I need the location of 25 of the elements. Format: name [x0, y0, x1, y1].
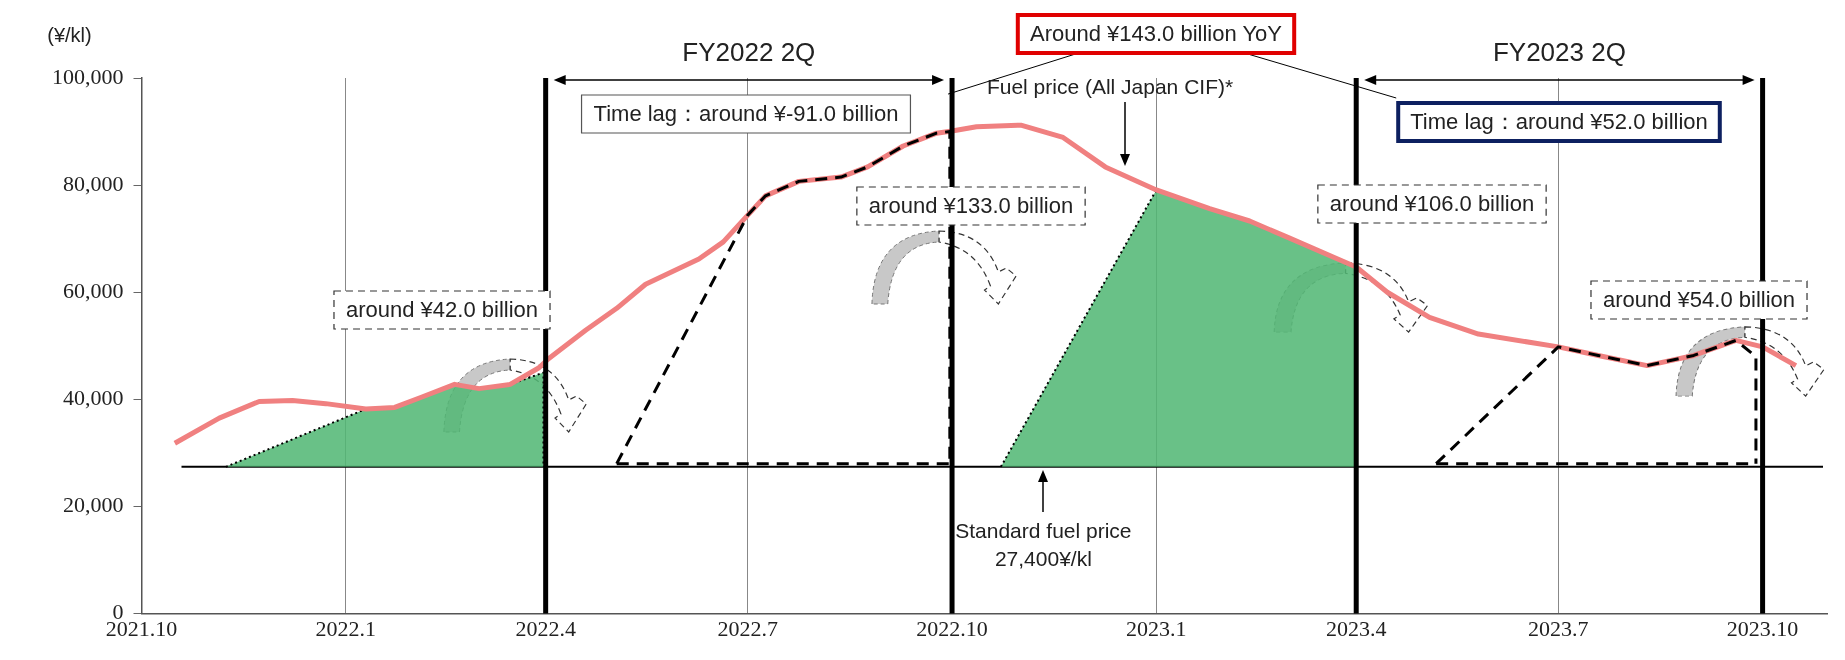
x-tick-label: 2023.4	[1325, 615, 1387, 641]
y-tick-label: 40,000	[63, 385, 124, 411]
annotation: Time lag：around ¥52.0 billion	[1410, 109, 1708, 135]
annotation: around ¥106.0 billion	[1329, 191, 1535, 217]
x-tick-label: 2022.4	[515, 615, 576, 641]
x-tick-label: 2023.10	[1726, 615, 1799, 641]
x-tick-label: 2022.10	[916, 615, 988, 641]
y-axis-title: (¥/kl)	[47, 23, 92, 46]
x-tick-label: 2022.1	[315, 615, 377, 641]
y-tick-label: 80,000	[63, 170, 124, 196]
y-tick-label: 60,000	[63, 278, 124, 304]
y-tick-label: 20,000	[63, 492, 124, 518]
annotation: Time lag：around ¥-91.0 billion	[593, 101, 899, 127]
y-tick-label: 100,000	[52, 63, 124, 89]
x-tick-label: 2023.7	[1528, 615, 1589, 641]
text: FY2023 2Q	[1492, 37, 1626, 68]
annotation: around ¥133.0 billion	[868, 193, 1074, 219]
x-tick-label: 2023.1	[1126, 615, 1187, 641]
annotation: Fuel price (All Japan CIF)*	[986, 74, 1234, 98]
annotation: Around ¥143.0 billion YoY	[1030, 21, 1283, 47]
legend-label: Standard fuel price 27,400¥/kl	[955, 517, 1132, 572]
annotation: around ¥54.0 billion	[1602, 287, 1796, 313]
x-tick-label: 2022.7	[717, 615, 778, 641]
annotation: around ¥42.0 billion	[345, 297, 539, 323]
text: FY2022 2Q	[682, 37, 816, 68]
